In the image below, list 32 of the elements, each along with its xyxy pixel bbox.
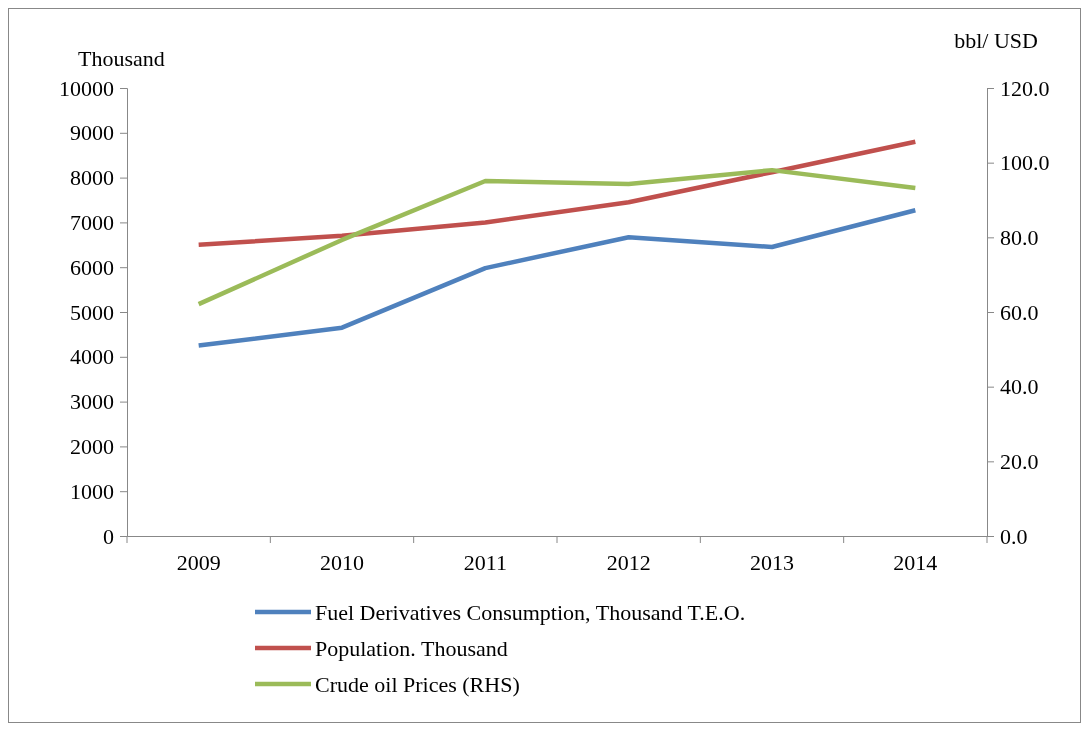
x-tick-label: 2011 [463, 549, 507, 575]
y2-tick-label: 120.0 [1000, 75, 1050, 101]
y-tick-label: 2000 [70, 433, 114, 459]
legend-label: Fuel Derivatives Consumption, Thousand T.E.O. [315, 600, 746, 625]
legend-label: Population. Thousand [315, 636, 508, 661]
line-series [196, 139, 918, 248]
y-tick-label: 1000 [70, 478, 114, 504]
y-tick-label: 8000 [70, 165, 114, 191]
x-tick-label: 2009 [176, 549, 221, 575]
x-tick-label: 2014 [893, 549, 938, 575]
legend-label: Crude oil Prices (RHS) [315, 672, 520, 697]
y2-tick-label: 80.0 [1000, 224, 1039, 250]
y-tick-label: 7000 [70, 209, 114, 235]
y-tick-label: 5000 [70, 299, 114, 325]
x-tick-label: 2012 [606, 549, 651, 575]
y2-tick-label: 100.0 [1000, 150, 1050, 176]
y-axis-title: Thousand [78, 46, 165, 71]
y2-tick-label: 60.0 [1000, 299, 1039, 325]
y2-tick-label: 20.0 [1000, 448, 1039, 474]
x-tick-label: 2013 [750, 549, 794, 575]
y-tick-label: 4000 [70, 344, 114, 370]
y2-axis-title: bbl/ USD [954, 28, 1038, 53]
line-series [196, 208, 918, 348]
y-tick-label: 3000 [70, 389, 114, 415]
y2-tick-label: 0.0 [1000, 523, 1028, 549]
y-tick-label: 6000 [70, 254, 114, 280]
y2-tick-label: 40.0 [1000, 374, 1039, 400]
line-series [196, 167, 918, 307]
y-tick-label: 10000 [59, 75, 114, 101]
y-tick-label: 9000 [70, 120, 114, 146]
x-tick-label: 2010 [320, 549, 364, 575]
y-tick-label: 0 [103, 523, 114, 549]
